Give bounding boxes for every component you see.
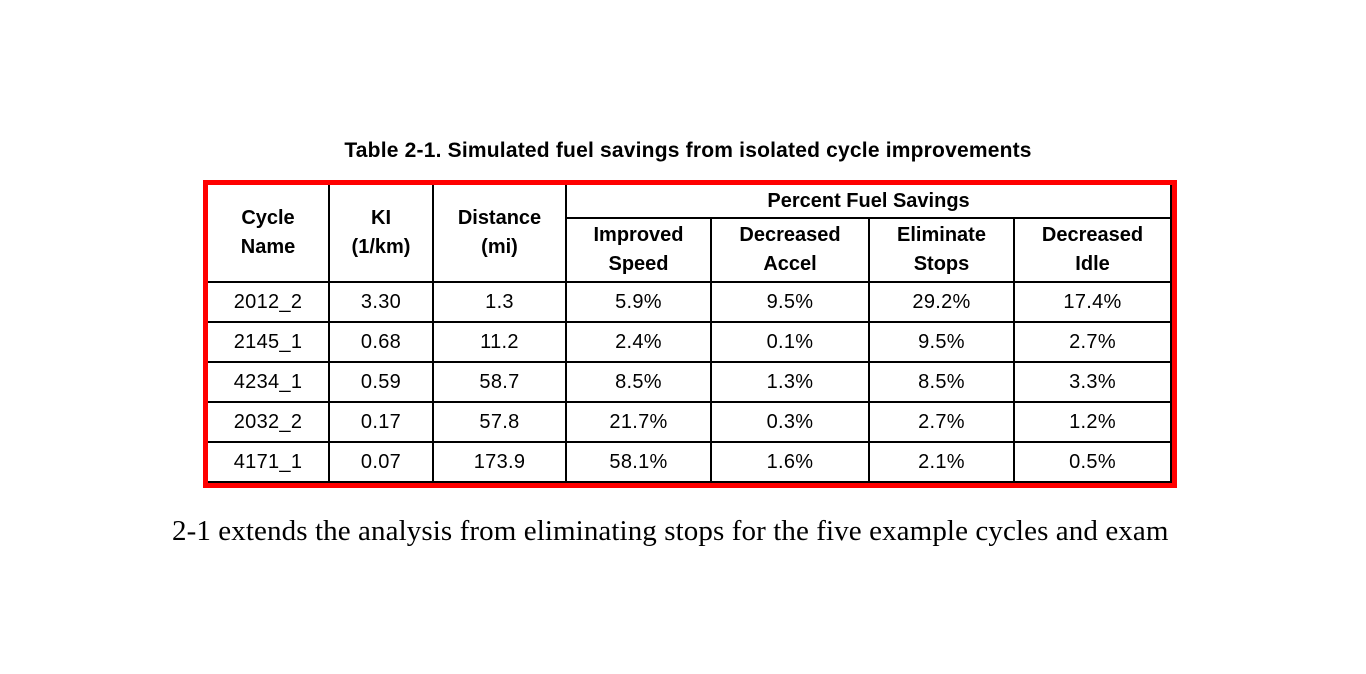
cell-distance: 57.8: [432, 401, 567, 443]
cell-improved-speed: 21.7%: [565, 401, 712, 443]
table-row: 2012_2 3.30 1.3 5.9% 9.5% 29.2% 17.4%: [208, 281, 1173, 323]
cell-decreased-accel: 1.6%: [710, 441, 870, 483]
cell-distance: 11.2: [432, 321, 567, 363]
table-row: 4171_1 0.07 173.9 58.1% 1.6% 2.1% 0.5%: [208, 441, 1173, 483]
cell-improved-speed: 5.9%: [565, 281, 712, 323]
cell-decreased-idle: 17.4%: [1012, 281, 1173, 323]
cell-decreased-accel: 0.3%: [710, 401, 870, 443]
table-row: 2032_2 0.17 57.8 21.7% 0.3% 2.7% 1.2%: [208, 401, 1173, 443]
cell-eliminate-stops: 9.5%: [868, 321, 1015, 363]
cell-cycle-name: 4234_1: [208, 361, 330, 403]
cell-cycle-name: 2145_1: [208, 321, 330, 363]
table-caption: Table 2-1. Simulated fuel savings from i…: [344, 139, 1032, 162]
col-group-header-percent-fuel-savings: Percent Fuel Savings: [564, 185, 1173, 219]
cell-distance: 173.9: [432, 441, 567, 483]
cell-decreased-idle: 2.7%: [1012, 321, 1173, 363]
cell-decreased-idle: 3.3%: [1012, 361, 1173, 403]
table-row: 2145_1 0.68 11.2 2.4% 0.1% 9.5% 2.7%: [208, 321, 1173, 363]
col-header-improved-speed: Improved Speed: [565, 217, 712, 283]
cell-eliminate-stops: 2.7%: [868, 401, 1015, 443]
cell-eliminate-stops: 2.1%: [868, 441, 1015, 483]
cell-ki: 0.17: [328, 401, 434, 443]
cell-improved-speed: 8.5%: [565, 361, 712, 403]
cell-ki: 3.30: [328, 281, 434, 323]
cell-improved-speed: 2.4%: [565, 321, 712, 363]
col-header-ki: KI (1/km): [328, 185, 434, 283]
body-text: 2-1 extends the analysis from eliminatin…: [172, 515, 1169, 547]
cell-decreased-idle: 1.2%: [1012, 401, 1173, 443]
cell-decreased-idle: 0.5%: [1012, 441, 1173, 483]
cell-ki: 0.07: [328, 441, 434, 483]
table-red-frame: Cycle Name KI (1/km) Distance (mi) Perce…: [203, 180, 1178, 488]
col-header-cycle-name: Cycle Name: [208, 185, 330, 283]
col-header-eliminate-stops: Eliminate Stops: [868, 217, 1015, 283]
cell-distance: 58.7: [432, 361, 567, 403]
cell-distance: 1.3: [432, 281, 567, 323]
cell-decreased-accel: 0.1%: [710, 321, 870, 363]
cell-ki: 0.68: [328, 321, 434, 363]
fuel-savings-table: Cycle Name KI (1/km) Distance (mi) Perce…: [208, 185, 1173, 483]
col-header-decreased-idle: Decreased Idle: [1012, 217, 1173, 283]
cell-improved-speed: 58.1%: [565, 441, 712, 483]
table-row: 4234_1 0.59 58.7 8.5% 1.3% 8.5% 3.3%: [208, 361, 1173, 403]
col-header-distance: Distance (mi): [432, 185, 567, 283]
cell-decreased-accel: 9.5%: [710, 281, 870, 323]
cell-eliminate-stops: 8.5%: [868, 361, 1015, 403]
cell-cycle-name: 4171_1: [208, 441, 330, 483]
cell-cycle-name: 2012_2: [208, 281, 330, 323]
col-header-decreased-accel: Decreased Accel: [710, 217, 870, 283]
cell-decreased-accel: 1.3%: [710, 361, 870, 403]
cell-ki: 0.59: [328, 361, 434, 403]
cell-cycle-name: 2032_2: [208, 401, 330, 443]
cell-eliminate-stops: 29.2%: [868, 281, 1015, 323]
